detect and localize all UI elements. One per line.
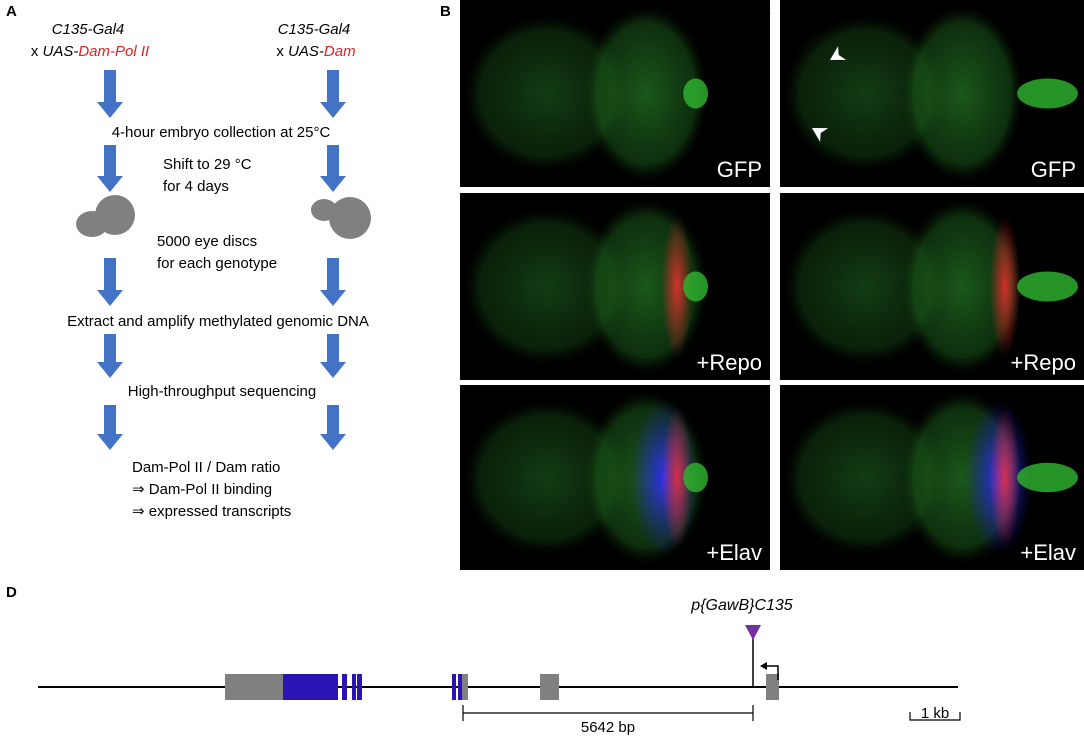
panel-label: B xyxy=(440,3,451,20)
repo xyxy=(661,215,693,358)
tissue xyxy=(783,399,948,556)
discs: 5000 eye discs xyxy=(157,233,257,250)
insertion-marker xyxy=(745,625,761,640)
result: ⇒ expressed transcripts xyxy=(132,503,291,520)
repo xyxy=(661,407,693,548)
disc-icon xyxy=(76,195,371,239)
stalk xyxy=(683,462,708,493)
cross-x: x xyxy=(276,43,284,60)
distance-bracket xyxy=(462,705,754,721)
scale-bar xyxy=(909,712,961,721)
step: Extract and amplify methylated genomic D… xyxy=(67,313,369,330)
shift: for 4 days xyxy=(163,178,229,195)
stalk xyxy=(1017,271,1078,302)
transgene: Dam xyxy=(324,43,356,60)
image-label: +Repo xyxy=(1011,350,1076,375)
arrowhead xyxy=(812,128,829,142)
tissue xyxy=(463,399,631,556)
tissue xyxy=(463,14,631,173)
driver: C135-Gal4 xyxy=(52,21,125,38)
micrographs: GFP +Repo +Elav GFP +Repo +Elav xyxy=(460,0,1084,570)
uas: UAS- xyxy=(42,43,78,60)
uas: UAS- xyxy=(288,43,324,60)
stalk xyxy=(683,271,708,302)
stalk xyxy=(1017,462,1078,493)
discs: for each genotype xyxy=(157,255,277,272)
image-label: +Repo xyxy=(697,350,762,375)
driver: C135-Gal4 xyxy=(278,21,351,38)
image-label: +Elav xyxy=(706,540,762,565)
repo xyxy=(989,407,1021,548)
step: 4-hour embryo collection at 25°C xyxy=(112,124,331,141)
tss-arrowhead xyxy=(760,662,767,670)
cross: x UAS-Dam-Pol II xyxy=(31,43,149,60)
tissue xyxy=(901,198,1024,375)
transgene: Dam-Pol II xyxy=(78,43,149,60)
tissue xyxy=(584,5,708,182)
image-label: GFP xyxy=(1031,157,1076,182)
shift: Shift to 29 °C xyxy=(163,156,252,173)
exons xyxy=(225,674,779,700)
arrowhead xyxy=(829,46,847,60)
repo xyxy=(989,215,1021,358)
tissue xyxy=(463,207,631,366)
cross-x: x xyxy=(31,43,39,60)
tissue xyxy=(783,14,948,173)
result: Dam-Pol II / Dam ratio xyxy=(132,459,280,476)
insertion-label: p{GawB}C135 xyxy=(690,597,793,614)
image-label: GFP xyxy=(717,157,762,182)
tss-arrow xyxy=(766,665,779,680)
scale-label: 1 kb xyxy=(921,705,949,722)
stalk xyxy=(1017,78,1078,109)
cross: x UAS-Dam xyxy=(276,43,355,60)
distance-label: 5642 bp xyxy=(581,719,635,736)
step: High-throughput sequencing xyxy=(128,383,316,400)
arrows xyxy=(97,70,346,450)
tissue xyxy=(901,5,1024,182)
tissue xyxy=(783,207,948,366)
panel-label: A xyxy=(6,3,17,20)
panel-label: D xyxy=(6,584,17,601)
image-label: +Elav xyxy=(1020,540,1076,565)
result: ⇒ Dam-Pol II binding xyxy=(132,481,272,498)
stalk xyxy=(683,78,708,109)
